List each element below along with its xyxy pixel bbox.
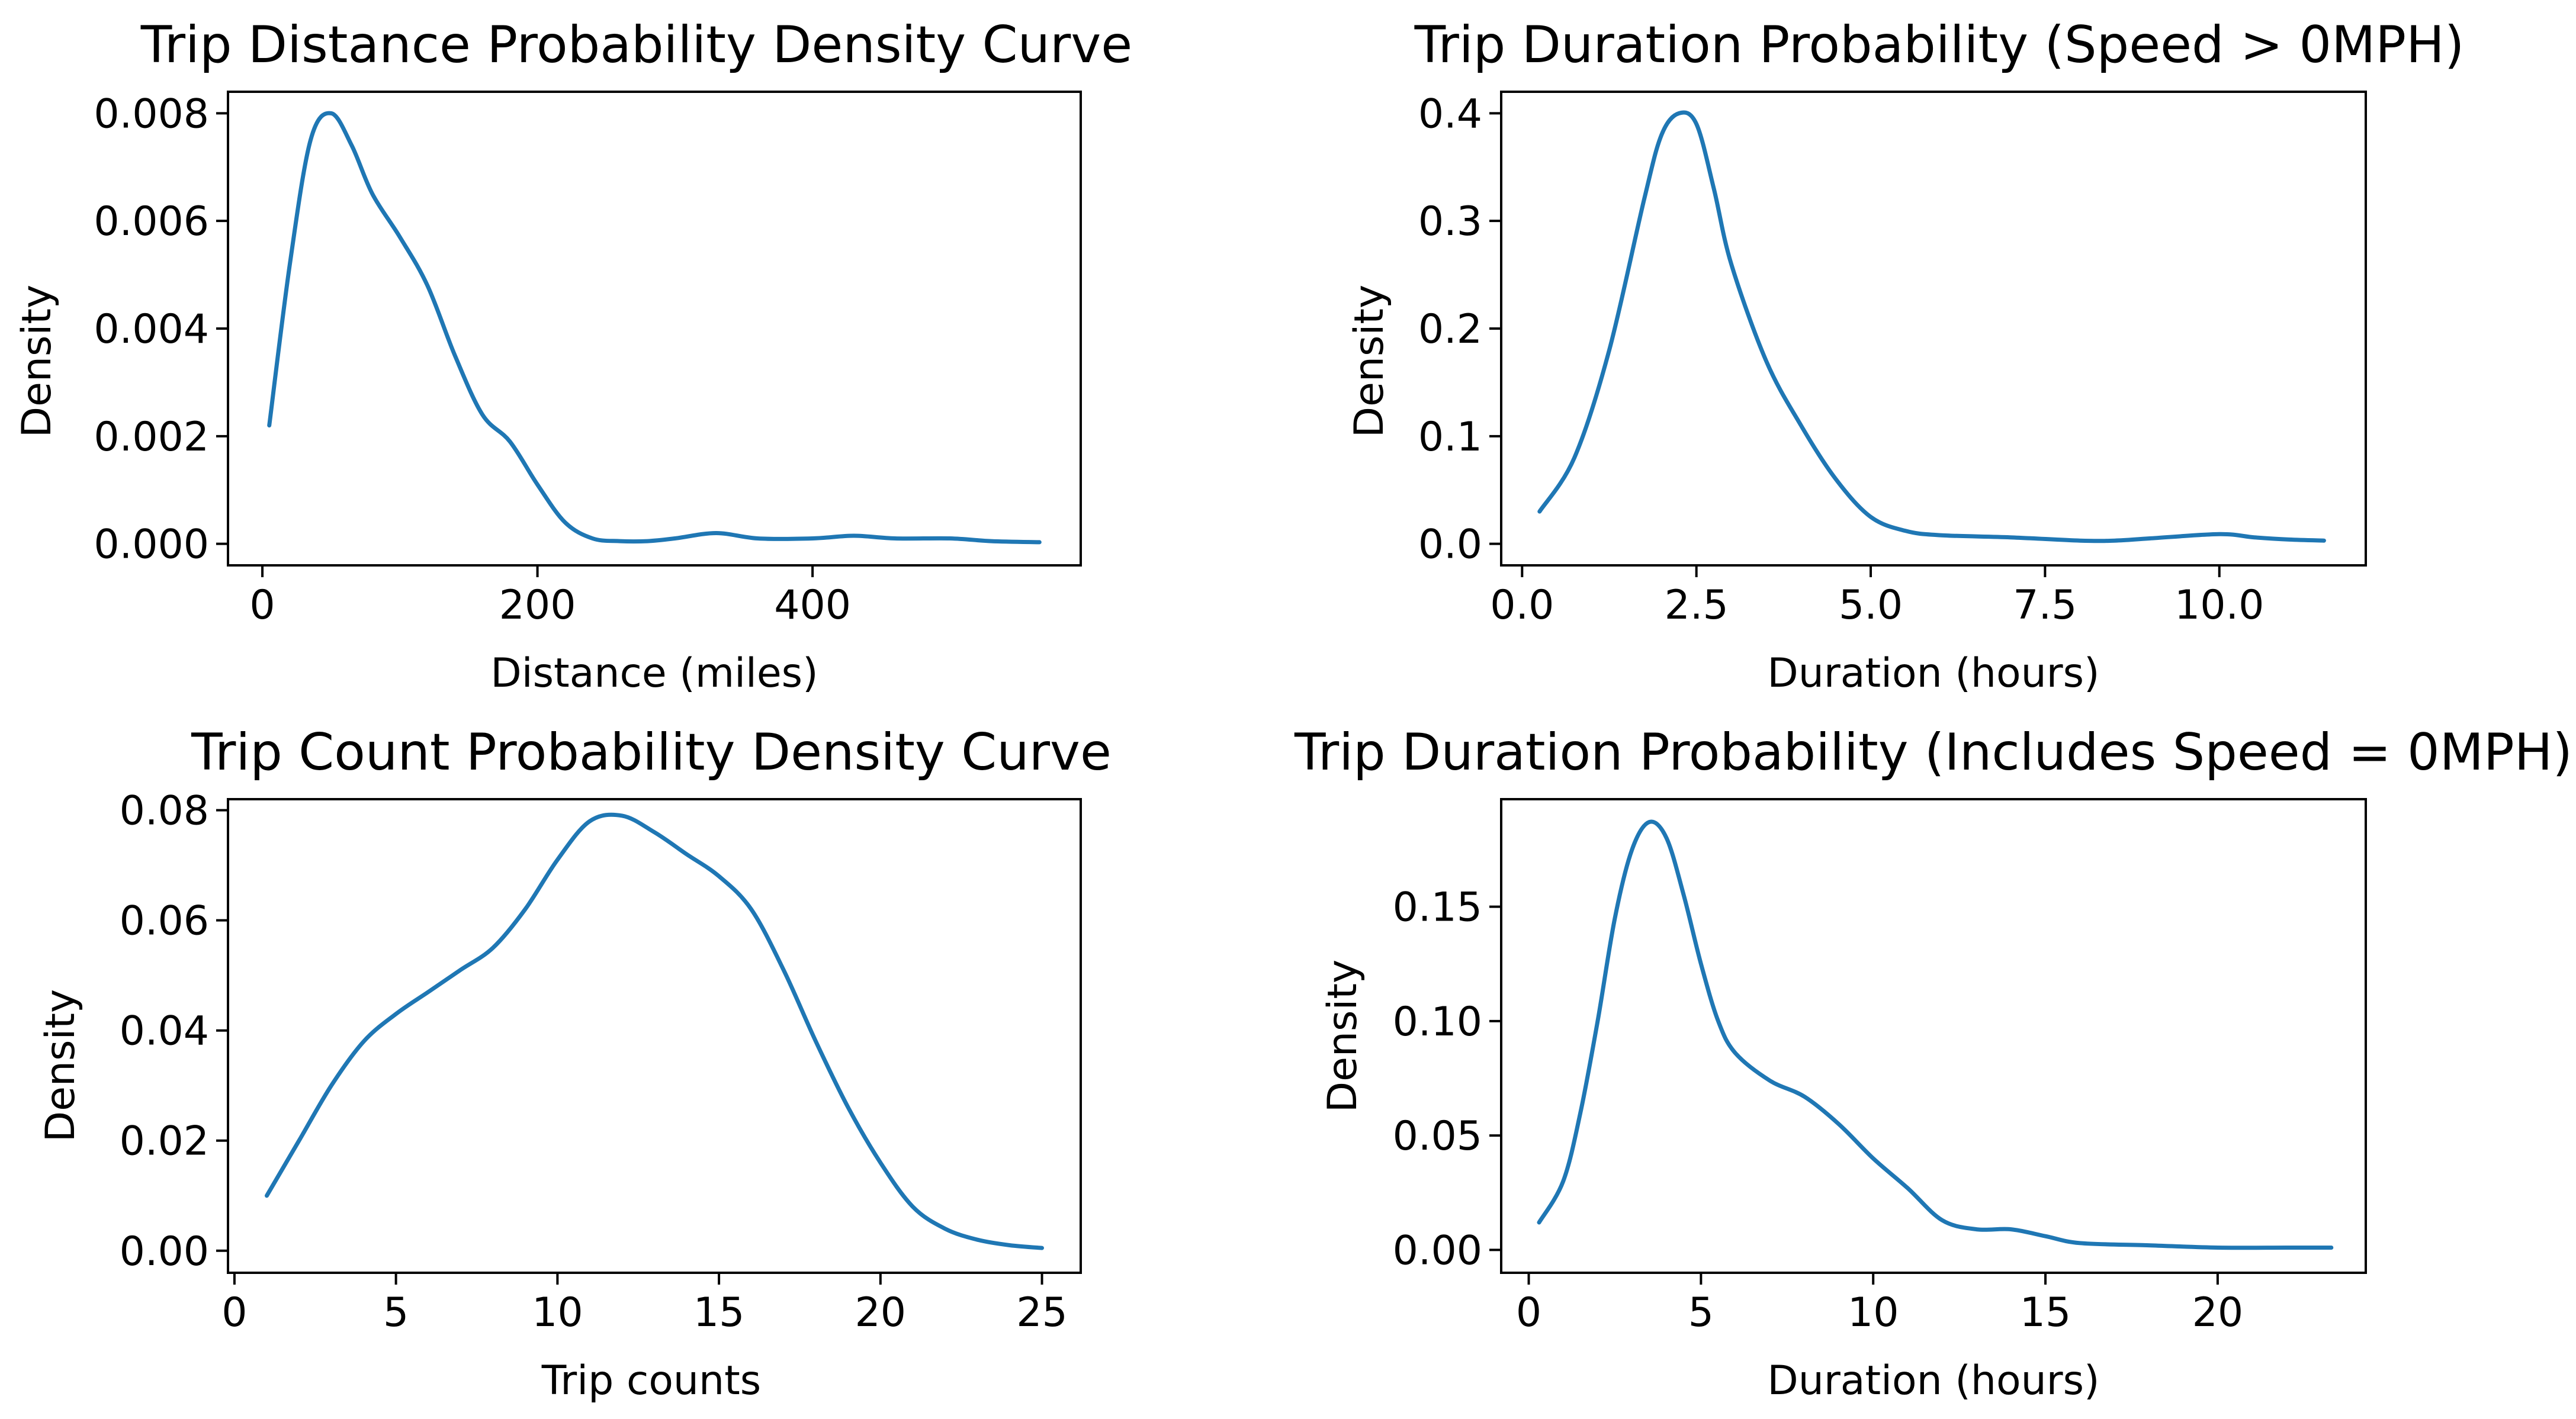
- density-curve: [1537, 110, 2326, 543]
- chart-title: Trip Count Probability Density Curve: [191, 723, 1112, 782]
- density-curve: [265, 812, 1044, 1250]
- y-tick-label: 0.004: [94, 306, 209, 353]
- chart-title: Trip Duration Probability (Speed > 0MPH): [1414, 15, 2465, 75]
- chart-trip-duration-all: Trip Duration Probability (Includes Spee…: [1294, 723, 2572, 1404]
- plot-frame: [227, 91, 1082, 567]
- plot-frame: [227, 798, 1082, 1274]
- x-tick-label: 10.0: [2174, 582, 2264, 629]
- axis-ticks: 0 5 10 15 20 25 0.00 0.02 0.04 0.06 0.08: [120, 788, 1068, 1336]
- y-tick-label: 0.00: [1393, 1227, 1482, 1274]
- x-tick-label: 10: [532, 1289, 583, 1336]
- y-tick-label: 0.3: [1418, 198, 1482, 245]
- x-tick-label: 2.5: [1665, 582, 1729, 629]
- chart-trip-duration-moving: Trip Duration Probability (Speed > 0MPH)…: [1346, 15, 2464, 697]
- x-tick-label: 0.0: [1490, 582, 1554, 629]
- axis-ticks: 0 200 400 0.000 0.002 0.004 0.006 0.008: [94, 91, 851, 629]
- x-tick-label: 5: [1688, 1289, 1714, 1336]
- x-axis-label: Duration (hours): [1767, 650, 2099, 697]
- plot-frame: [1500, 798, 2367, 1274]
- x-tick-label: 7.5: [2013, 582, 2077, 629]
- chart-trip-count: Trip Count Probability Density Curve Tri…: [37, 723, 1112, 1404]
- x-tick-label: 0: [1516, 1289, 1541, 1336]
- y-tick-label: 0.006: [94, 198, 209, 245]
- y-tick-label: 0.04: [120, 1008, 209, 1055]
- y-axis-label: Density: [1346, 285, 1393, 438]
- y-tick-label: 0.15: [1393, 884, 1482, 931]
- x-tick-label: 5: [383, 1289, 409, 1336]
- density-curve: [267, 111, 1042, 545]
- y-axis-label: Density: [37, 989, 84, 1143]
- y-tick-label: 0.05: [1393, 1113, 1482, 1160]
- x-tick-label: 0: [249, 582, 275, 629]
- y-tick-label: 0.08: [120, 788, 209, 835]
- chart-title: Trip Distance Probability Density Curve: [140, 15, 1132, 75]
- x-tick-label: 0: [221, 1289, 247, 1336]
- x-axis-label: Duration (hours): [1767, 1357, 2099, 1404]
- x-tick-label: 20: [855, 1289, 907, 1336]
- x-axis-label: Distance (miles): [490, 650, 818, 697]
- x-tick-label: 15: [2020, 1289, 2071, 1336]
- y-tick-label: 0.1: [1418, 414, 1482, 461]
- y-tick-label: 0.02: [120, 1118, 209, 1165]
- x-tick-label: 25: [1016, 1289, 1068, 1336]
- density-curve: [1537, 819, 2334, 1250]
- y-tick-label: 0.10: [1393, 999, 1482, 1045]
- y-tick-label: 0.4: [1418, 91, 1482, 137]
- chart-trip-distance: Trip Distance Probability Density Curve …: [14, 15, 1132, 697]
- y-tick-label: 0.002: [94, 414, 209, 461]
- y-tick-label: 0.000: [94, 522, 209, 568]
- x-tick-label: 10: [1848, 1289, 1899, 1336]
- y-tick-label: 0.00: [120, 1228, 209, 1275]
- chart-title: Trip Duration Probability (Includes Spee…: [1294, 723, 2572, 782]
- y-axis-label: Density: [1319, 960, 1366, 1113]
- x-axis-label: Trip counts: [541, 1357, 761, 1404]
- axis-ticks: 0.0 2.5 5.0 7.5 10.0 0.0 0.1 0.2 0.3 0.4: [1418, 91, 2265, 629]
- y-tick-label: 0.0: [1418, 522, 1482, 568]
- x-tick-label: 20: [2192, 1289, 2244, 1336]
- x-tick-label: 400: [774, 582, 851, 629]
- x-tick-label: 5.0: [1839, 582, 1903, 629]
- axis-ticks: 0 5 10 15 20 0.00 0.05 0.10 0.15: [1393, 884, 2244, 1336]
- y-axis-label: Density: [14, 285, 60, 438]
- y-tick-label: 0.008: [94, 91, 209, 137]
- x-tick-label: 200: [499, 582, 576, 629]
- plot-frame: [1500, 91, 2367, 567]
- y-tick-label: 0.2: [1418, 306, 1482, 353]
- x-tick-label: 15: [693, 1289, 745, 1336]
- y-tick-label: 0.06: [120, 898, 209, 945]
